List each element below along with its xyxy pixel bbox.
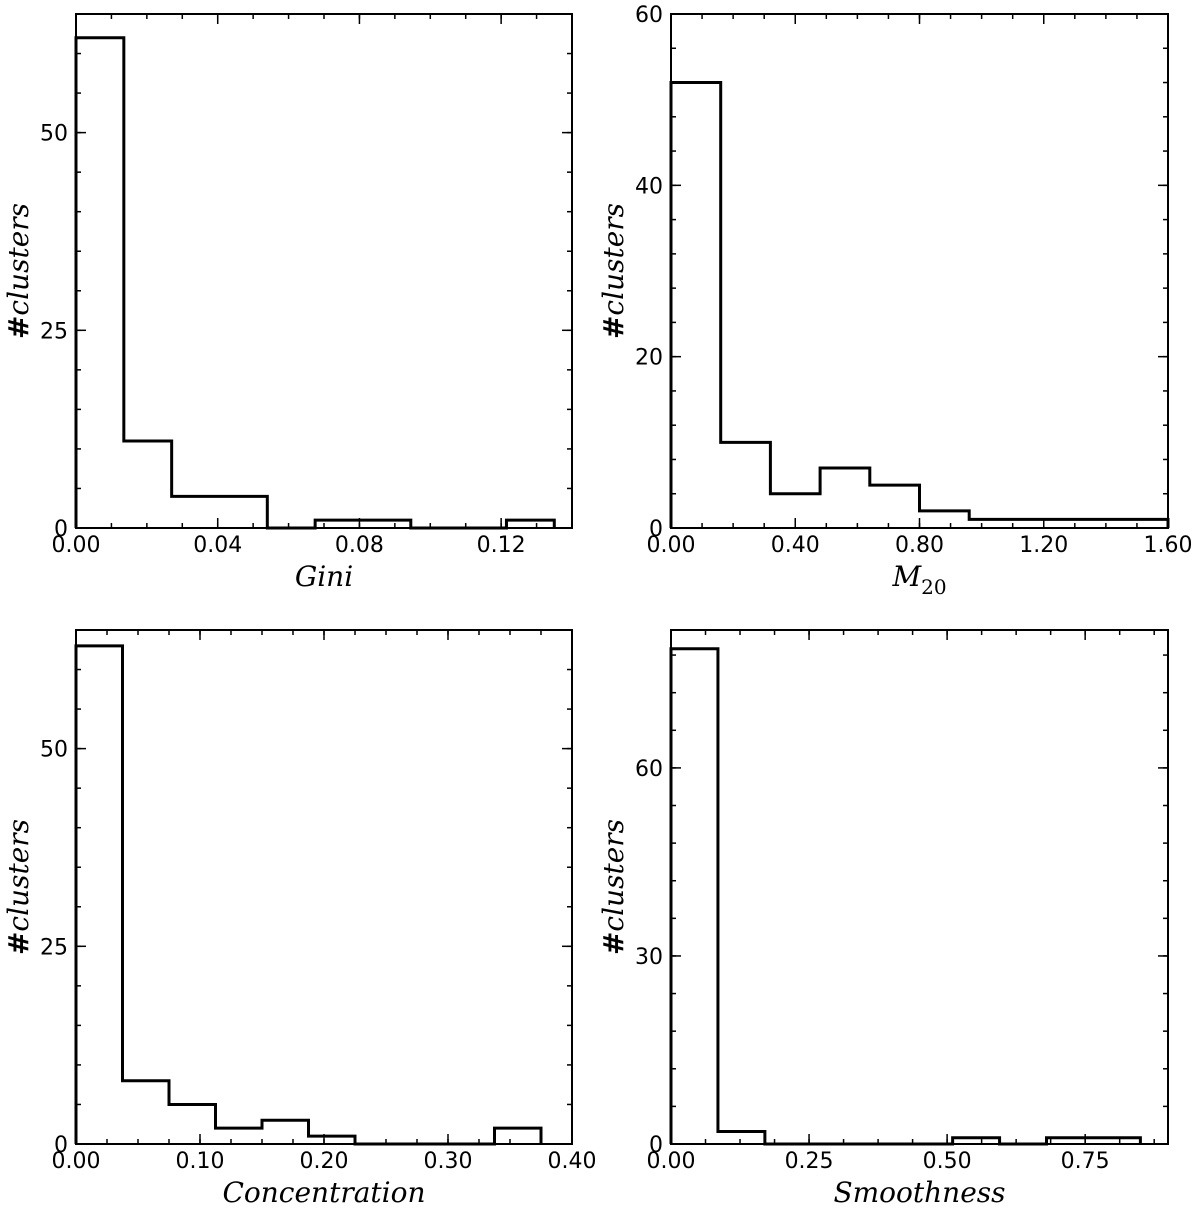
gini-y-tick-label: 0 [54,517,68,542]
smoothness-y-axis-title-prefix: # [597,932,630,955]
concentration-y-axis-title: #clusters [2,819,35,955]
m20-histogram-bin [870,485,920,528]
gini-x-axis-title: Gini [295,560,353,593]
gini-x-tick-label: 0.12 [477,533,526,558]
panel-concentration: 0.00 0.10 0.20 0.30 0.40 0 25 50 Concentration #c… [2,629,597,1208]
concentration-plot-frame [75,629,573,1145]
m20-histogram-bin [820,468,870,528]
gini-y-axis-title-text: clusters [2,203,35,316]
m20-y-tick-label: 40 [635,174,663,199]
concentration-histogram-bin [169,1104,216,1144]
gini-histogram-bin [506,520,554,528]
gini-histogram-outline [74,36,556,530]
concentration-y-axis-title-text: clusters [2,819,35,932]
m20-x-tick-label: 1.60 [1144,533,1193,558]
m20-x-tick-label: 0.40 [771,533,820,558]
m20-histogram-bin [1118,519,1168,528]
concentration-histogram-bin [309,1136,356,1144]
concentration-x-tick-label: 0.30 [424,1149,473,1174]
gini-x-tick-label: 0.04 [193,533,242,558]
smoothness-x-tick-label: 0.75 [1061,1149,1110,1174]
smoothness-x-tick-label: 0.00 [647,1149,696,1174]
gini-y-tick-label: 50 [40,122,68,147]
smoothness-x-axis-title: Smoothness [833,1176,1005,1208]
m20-histogram-bin [671,83,721,528]
gini-histogram-bin [124,441,172,528]
concentration-histogram-outline [74,644,543,1146]
m20-x-tick-label: 0.80 [895,533,944,558]
m20-y-tick-label: 0 [649,517,663,542]
m20-x-tick-label: 1.20 [1019,533,1068,558]
concentration-y-axis-title-prefix: # [2,932,35,955]
concentration-histogram-bin [123,1081,170,1144]
smoothness-histogram-bin [1047,1138,1094,1144]
m20-histogram-bin [969,519,1019,528]
smoothness-plot-frame [670,629,1169,1145]
m20-x-axis-title: M20 [891,560,946,599]
smoothness-histogram-outline [669,647,1142,1146]
concentration-y-tick-label: 0 [54,1133,68,1158]
smoothness-y-tick-label: 30 [635,945,663,970]
concentration-histogram-bin [495,1128,542,1144]
gini-histogram-bin [219,496,267,528]
smoothness-histogram-bin [1093,1138,1140,1144]
smoothness-histogram-bin [718,1131,765,1144]
m20-histogram-outline [669,81,1170,528]
m20-x-tick-label: 0.00 [647,533,696,558]
gini-x-tick-label: 0.00 [52,533,101,558]
gini-y-tick-label: 25 [40,319,68,344]
m20-y-axis-title-text: clusters [597,203,630,316]
gini-histogram-bin [363,520,411,528]
m20-y-tick-label: 20 [635,346,663,371]
concentration-y-tick-label: 50 [40,738,68,763]
m20-histogram-bin [1069,519,1119,528]
m20-y-axis-title-prefix: # [597,316,630,339]
m20-y-axis-title: #clusters [597,203,630,339]
concentration-y-tick-label: 25 [40,935,68,960]
m20-histogram-bin [721,442,771,528]
concentration-histogram-bin [216,1128,263,1144]
smoothness-histogram-bin [671,649,718,1144]
m20-y-tick-label: 60 [635,3,663,28]
gini-y-axis-title-prefix: # [2,316,35,339]
smoothness-x-tick-label: 0.25 [785,1149,834,1174]
concentration-x-tick-label: 0.00 [52,1149,101,1174]
gini-y-axis-title: #clusters [2,203,35,339]
smoothness-y-axis-title: #clusters [597,819,630,955]
concentration-x-axis-title: Concentration [222,1176,425,1208]
panel-m20: 0.00 0.40 0.80 1.20 1.60 0 20 40 60 M20 #clusters [597,3,1192,599]
smoothness-y-tick-label: 60 [635,757,663,782]
concentration-histogram-bin [76,646,123,1144]
panel-gini: 0.00 0.04 0.08 0.12 0 25 50 Gini #clusters [2,13,573,593]
concentration-x-tick-label: 0.10 [176,1149,225,1174]
gini-histogram-bin [172,496,220,528]
smoothness-y-axis-title-text: clusters [597,819,630,932]
smoothness-y-tick-label: 0 [649,1133,663,1158]
m20-x-axis-title-subscript: 20 [921,575,946,599]
concentration-x-tick-label: 0.40 [548,1149,597,1174]
m20-histogram-bin [770,494,820,528]
concentration-x-tick-label: 0.20 [300,1149,349,1174]
gini-x-tick-label: 0.08 [335,533,384,558]
smoothness-x-tick-label: 0.50 [923,1149,972,1174]
smoothness-histogram-bin [953,1138,1000,1144]
gini-histogram-bin [315,520,363,528]
gini-histogram-bin [76,38,124,528]
m20-histogram-bin [1019,519,1069,528]
panel-smoothness: 0.00 0.25 0.50 0.75 0 30 60 Smoothness #clusters [597,629,1169,1208]
concentration-histogram-bin [262,1120,309,1144]
m20-histogram-bin [920,511,970,528]
